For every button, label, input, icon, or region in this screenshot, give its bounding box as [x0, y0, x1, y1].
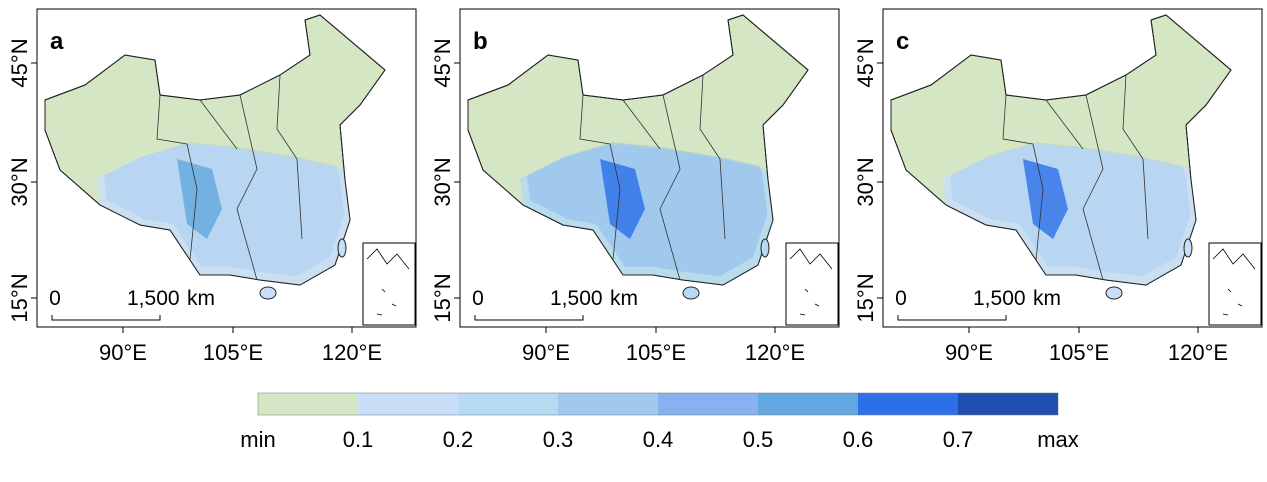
- legend-swatch: [958, 393, 1058, 415]
- lon-label: 105°E: [626, 340, 686, 365]
- legend-swatch: [258, 393, 358, 415]
- scale-bar: [897, 315, 1007, 321]
- legend-label: 0.4: [643, 427, 674, 452]
- legend-label: min: [240, 427, 275, 452]
- lat-label: 15°N: [853, 273, 878, 322]
- province-lines: [1002, 74, 1149, 281]
- map-panel: a 45°N 30°N 15°N 90°E 105°E 120°E 0 1,500 km: [7, 8, 417, 365]
- legend-swatch: [658, 393, 758, 415]
- scale-end: 1,500: [550, 287, 603, 310]
- map-panel: b 45°N 30°N 15°N 90°E 105°E 120°E 0 1,500 km: [430, 8, 840, 365]
- scale-end: 1,500: [973, 287, 1026, 310]
- legend-label: max: [1037, 427, 1079, 452]
- legend-swatch: [858, 393, 958, 415]
- province-lines: [156, 74, 303, 281]
- scale-start: 0: [49, 287, 61, 310]
- legend-label: 0.3: [543, 427, 574, 452]
- map-panel: c 45°N 30°N 15°N 90°E 105°E 120°E 0 1,500 km: [853, 8, 1263, 365]
- hainan: [1105, 286, 1123, 300]
- legend-frame: [257, 392, 1059, 416]
- legend-swatch: [458, 393, 558, 415]
- lon-label: 90°E: [99, 340, 147, 365]
- scale-end: 1,500: [127, 287, 180, 310]
- lon-label: 105°E: [1049, 340, 1109, 365]
- lat-label: 45°N: [853, 38, 878, 87]
- taiwan: [337, 238, 347, 258]
- lon-label: 105°E: [203, 340, 263, 365]
- inset-coast: [789, 248, 833, 316]
- panel-label: c: [896, 28, 909, 55]
- lon-label: 90°E: [522, 340, 570, 365]
- lat-label: 30°N: [430, 157, 455, 206]
- scale-start: 0: [472, 287, 484, 310]
- lon-label: 120°E: [745, 340, 805, 365]
- lat-label: 15°N: [7, 273, 32, 322]
- scale-unit: km: [610, 287, 638, 310]
- panel-label: a: [50, 28, 64, 55]
- taiwan: [760, 238, 770, 258]
- inset-coast: [366, 248, 410, 316]
- lon-label: 120°E: [1168, 340, 1228, 365]
- taiwan: [1183, 238, 1193, 258]
- legend-label: 0.5: [743, 427, 774, 452]
- lat-label: 15°N: [430, 273, 455, 322]
- scale-bar: [51, 315, 161, 321]
- legend-label: 0.2: [443, 427, 474, 452]
- scale-unit: km: [1033, 287, 1061, 310]
- legend-swatch: [758, 393, 858, 415]
- legend-label: 0.6: [843, 427, 874, 452]
- legend-label: 0.1: [343, 427, 374, 452]
- lat-label: 45°N: [7, 38, 32, 87]
- scale-bar: [474, 315, 584, 321]
- lat-label: 30°N: [853, 157, 878, 206]
- inset-coast: [1212, 248, 1256, 316]
- scale-start: 0: [895, 287, 907, 310]
- legend-label: 0.7: [943, 427, 974, 452]
- lon-label: 90°E: [945, 340, 993, 365]
- inset-box: [362, 242, 416, 326]
- legend-swatch: [358, 393, 458, 415]
- legend-swatch: [558, 393, 658, 415]
- lat-label: 30°N: [7, 157, 32, 206]
- scale-unit: km: [187, 287, 215, 310]
- lon-label: 120°E: [322, 340, 382, 365]
- province-lines: [579, 74, 726, 281]
- hainan: [259, 286, 277, 300]
- hainan: [682, 286, 700, 300]
- inset-box: [1208, 242, 1262, 326]
- panel-label: b: [473, 28, 488, 55]
- lat-label: 45°N: [430, 38, 455, 87]
- inset-box: [785, 242, 839, 326]
